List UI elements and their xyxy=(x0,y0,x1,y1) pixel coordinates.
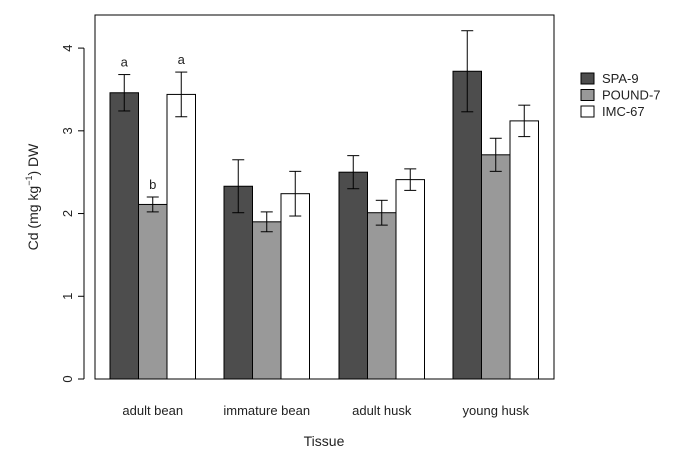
y-axis-title: Cd (mg kg−1) DW xyxy=(24,143,41,251)
bars-layer xyxy=(109,70,539,380)
x-tick-label: adult bean xyxy=(122,403,183,418)
y-tick-label: 2 xyxy=(60,210,75,217)
bar xyxy=(280,193,310,380)
bar xyxy=(166,93,196,380)
bar xyxy=(252,221,282,380)
significance-label: b xyxy=(149,177,156,192)
legend-label: POUND-7 xyxy=(602,88,661,103)
y-axis: 0 1 2 3 4 xyxy=(60,44,85,383)
x-tick-label: young husk xyxy=(463,403,530,418)
bar xyxy=(367,212,397,380)
bar xyxy=(138,203,168,380)
plot-frame xyxy=(94,14,555,380)
legend-swatch xyxy=(580,105,595,118)
legend-label: IMC-67 xyxy=(602,104,645,119)
legend-label: SPA-9 xyxy=(602,71,639,86)
legend-swatch xyxy=(580,72,595,85)
x-tick-label: adult husk xyxy=(352,403,412,418)
bar xyxy=(452,70,482,380)
significance-labels-layer: a b a xyxy=(121,52,186,192)
legend-swatch xyxy=(580,89,595,101)
y-tick-label: 0 xyxy=(60,375,75,382)
y-tick-label: 4 xyxy=(60,44,75,51)
x-axis-title: Tissue xyxy=(304,433,345,449)
bar xyxy=(395,179,425,380)
significance-label: a xyxy=(121,55,129,70)
y-tick-label: 3 xyxy=(60,127,75,134)
significance-label: a xyxy=(178,52,186,67)
bar xyxy=(509,120,539,380)
bar xyxy=(223,185,253,380)
x-axis: adult bean immature bean adult husk young h… xyxy=(122,403,529,418)
bar xyxy=(481,154,511,380)
y-tick-label: 1 xyxy=(60,293,75,300)
bar xyxy=(338,171,368,380)
error-bars-layer xyxy=(118,30,531,233)
bar xyxy=(109,92,139,380)
x-tick-label: immature bean xyxy=(223,403,310,418)
